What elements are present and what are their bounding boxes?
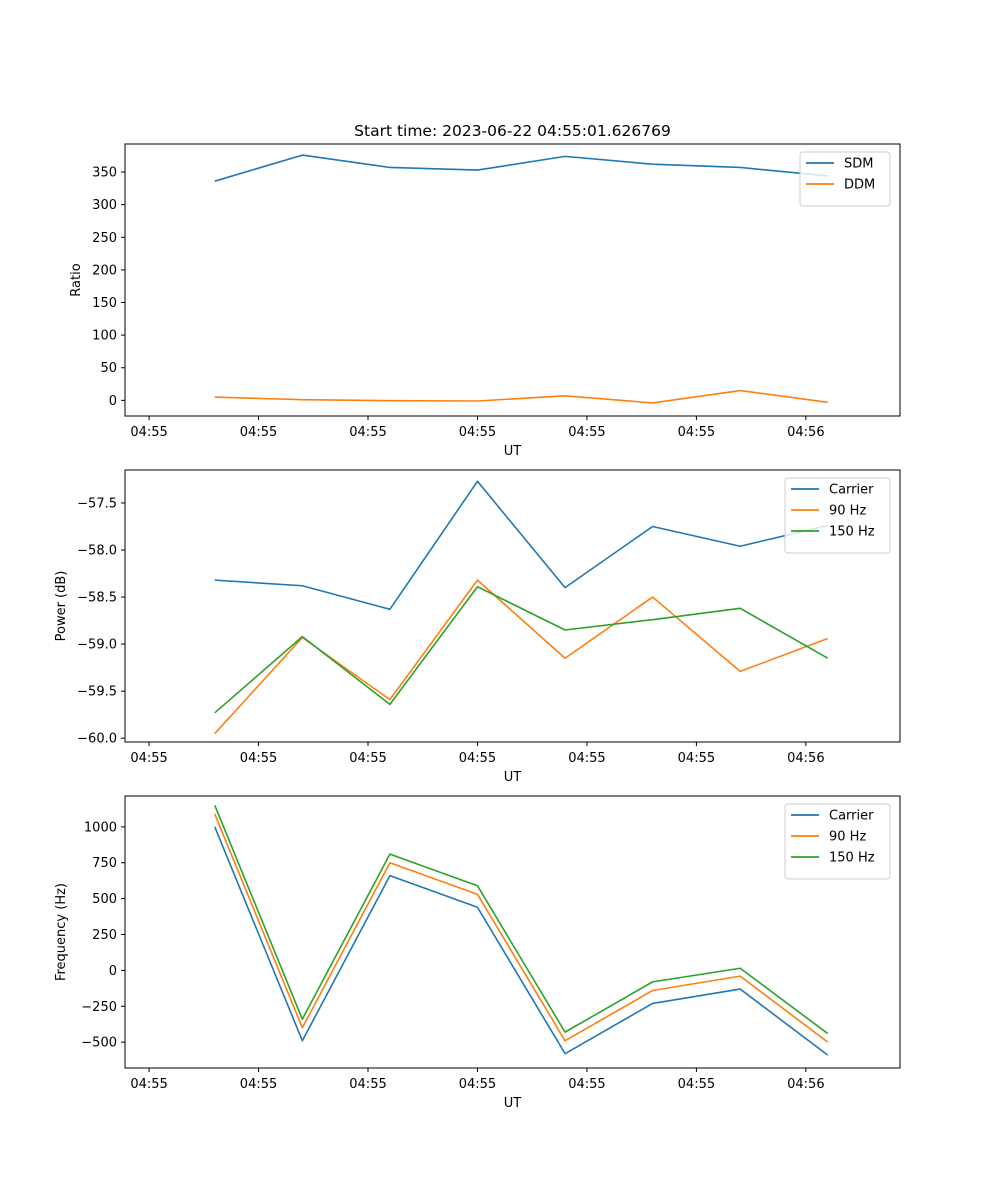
x-tick-label: 04:55: [678, 1077, 715, 1092]
y-tick-label: 0: [109, 394, 117, 409]
x-tick-label: 04:55: [349, 425, 386, 440]
series-line-ddm: [214, 389, 828, 404]
y-tick-label: 750: [92, 856, 117, 871]
legend-label: 90 Hz: [829, 504, 866, 519]
y-tick-label: 150: [92, 296, 117, 311]
y-tick-label: −59.5: [77, 685, 117, 700]
x-tick-label: 04:55: [568, 1077, 605, 1092]
legend: SDM DDM: [799, 151, 891, 207]
series-line-sdm: [214, 154, 828, 182]
x-axis-label: UT: [504, 770, 522, 785]
y-tick-label: 250: [92, 231, 117, 246]
y-tick-label: 350: [92, 166, 117, 181]
x-tick-label: 04:55: [240, 1077, 277, 1092]
plot-frame: [124, 795, 901, 1069]
x-tick-label: 04:55: [240, 425, 277, 440]
y-tick-label: −58.5: [77, 591, 117, 606]
x-axis-label: UT: [504, 444, 522, 459]
y-tick-label: 1000: [84, 820, 117, 835]
y-tick-label: 300: [92, 198, 117, 213]
x-tick-label: 04:55: [568, 425, 605, 440]
subplot-2: 04:55 04:55 04:55 04:55 04:55 04:55 04:56 −60.0…: [54, 469, 901, 785]
y-tick-label: 250: [92, 928, 117, 943]
y-axis-label: Power (dB): [54, 571, 69, 642]
subplot-3: 04:55 04:55 04:55 04:55 04:55 04:55 04:56 −500 −…: [54, 795, 901, 1111]
x-tick-label: 04:55: [459, 751, 496, 766]
x-tick-label: 04:55: [240, 751, 277, 766]
series-line-150-hz: [214, 805, 829, 1035]
legend: Carrier 90 Hz 150 Hz: [784, 803, 891, 880]
y-tick-label: −59.0: [77, 638, 117, 653]
chart-title: Start time: 2023-06-22 04:55:01.626769: [354, 122, 671, 140]
legend-label: Carrier: [829, 809, 874, 824]
series-line-carrier: [214, 826, 829, 1056]
legend-label: DDM: [844, 178, 875, 193]
y-tick-label: 100: [92, 329, 117, 344]
plot-frame: [124, 143, 901, 417]
x-tick-label: 04:56: [787, 425, 824, 440]
legend-label: SDM: [844, 157, 873, 172]
y-tick-label: −57.5: [77, 496, 117, 511]
legend-box: [799, 151, 891, 207]
y-tick-label: −500: [81, 1036, 117, 1051]
subplot-1: Start time: 2023-06-22 04:55:01.626769 04…: [69, 122, 901, 459]
y-axis-label: Frequency (Hz): [54, 883, 69, 981]
y-axis-label: Ratio: [69, 263, 84, 296]
y-tick-label: 200: [92, 263, 117, 278]
x-tick-label: 04:55: [130, 425, 167, 440]
x-tick-label: 04:55: [459, 1077, 496, 1092]
x-tick-label: 04:55: [130, 751, 167, 766]
series-line-150-hz: [214, 585, 829, 714]
x-tick-label: 04:56: [787, 751, 824, 766]
x-tick-label: 04:55: [568, 751, 605, 766]
x-tick-label: 04:55: [349, 751, 386, 766]
y-tick-label: −60.0: [77, 732, 117, 747]
legend-label: 150 Hz: [829, 525, 875, 540]
legend-box: [784, 477, 891, 554]
y-tick-label: −58.0: [77, 544, 117, 559]
series-line-carrier: [214, 480, 828, 611]
y-tick-label: 0: [109, 964, 117, 979]
x-tick-label: 04:56: [787, 1077, 824, 1092]
y-tick-label: 500: [92, 892, 117, 907]
legend-box: [784, 803, 891, 880]
plot-frame: [124, 469, 901, 743]
x-tick-label: 04:55: [130, 1077, 167, 1092]
x-tick-label: 04:55: [349, 1077, 386, 1092]
legend: Carrier 90 Hz 150 Hz: [784, 477, 891, 554]
legend-label: Carrier: [829, 483, 874, 498]
series-line-90-hz: [214, 813, 829, 1043]
legend-label: 150 Hz: [829, 851, 875, 866]
y-tick-label: 50: [100, 361, 117, 376]
y-tick-label: −250: [81, 1000, 117, 1015]
x-tick-label: 04:55: [459, 425, 496, 440]
x-tick-label: 04:55: [678, 425, 715, 440]
x-tick-label: 04:55: [678, 751, 715, 766]
x-axis-label: UT: [504, 1096, 522, 1111]
legend-label: 90 Hz: [829, 830, 866, 845]
